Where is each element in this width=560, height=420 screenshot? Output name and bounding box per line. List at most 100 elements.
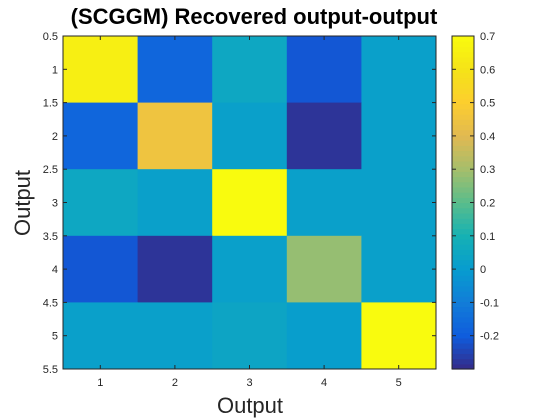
colorbar-tick-label: 0.6 [480, 64, 495, 76]
colorbar-segment [452, 119, 474, 126]
colorbar-segment [452, 348, 474, 354]
heatmap-cell-r3-c3 [212, 169, 288, 237]
colorbar-tick-label: -0.1 [480, 297, 499, 309]
heatmap-cell-r4-c1 [63, 235, 139, 303]
colorbar-segment [452, 114, 474, 120]
colorbar-tick-label: 0.3 [480, 164, 495, 176]
colorbar-segment [452, 290, 474, 297]
colorbar-segment [452, 186, 474, 193]
x-tick-label: 5 [396, 377, 402, 389]
colorbar-segment [452, 51, 474, 58]
colorbar-segment [452, 140, 474, 146]
colorbar-segment [452, 145, 474, 152]
colorbar-tick-label: 0.7 [480, 31, 495, 43]
heatmap-cell-r2-c5 [361, 102, 437, 170]
colorbar-segment [452, 363, 474, 370]
y-tick-label: 5 [52, 331, 58, 343]
colorbar-tick-label: 0.5 [480, 98, 495, 110]
y-tick-label: 4.5 [43, 297, 58, 309]
colorbar-segment [452, 296, 474, 302]
colorbar-segment [452, 233, 474, 240]
colorbar-segment [452, 82, 474, 89]
heatmap-cell-r3-c5 [361, 169, 437, 237]
heatmap-cell-r1-c5 [361, 36, 437, 104]
colorbar-segment [452, 155, 474, 162]
heatmap-cell-r5-c5 [361, 302, 437, 370]
heatmap-cell-r2-c3 [212, 102, 288, 170]
colorbar-segment [452, 176, 474, 183]
x-tick-label: 1 [97, 377, 103, 389]
heatmap-cell-r5-c4 [286, 302, 362, 370]
colorbar-segment [452, 223, 474, 230]
colorbar-segment [452, 41, 474, 47]
colorbar-segment [452, 134, 474, 141]
heatmap-cell-r2-c4 [286, 102, 362, 170]
colorbar-segment [452, 93, 474, 100]
y-tick-label: 2 [52, 131, 58, 143]
colorbar-segment [452, 218, 474, 224]
colorbar-segment [452, 108, 474, 115]
colorbar-segment [452, 67, 474, 74]
y-tick-label: 1 [52, 64, 58, 76]
colorbar-segment [452, 124, 474, 131]
heatmap-cell-r5-c1 [63, 302, 139, 370]
colorbar-tick-label: 0 [480, 264, 486, 276]
heatmap-cell-r2-c1 [63, 102, 139, 170]
heatmap-cell-r5-c2 [137, 302, 213, 370]
heatmap-cell-r1-c1 [63, 36, 139, 104]
colorbar-segment [452, 207, 474, 214]
colorbar-segment [452, 306, 474, 313]
colorbar-segment [452, 36, 474, 42]
colorbar-segment [452, 342, 474, 349]
colorbar-tick-label: 0.2 [480, 198, 495, 210]
colorbar-segment [452, 103, 474, 110]
colorbar-segment [452, 192, 474, 198]
colorbar-segment [452, 228, 474, 235]
y-tick-label: 5.5 [43, 364, 58, 376]
colorbar-segment [452, 358, 474, 365]
colorbar-segment [452, 301, 474, 308]
x-axis-ticks: 1 2 3 4 5 [97, 36, 402, 389]
colorbar-segment [452, 181, 474, 188]
y-tick-label: 3.5 [43, 231, 58, 243]
heatmap-cell-r2-c2 [137, 102, 213, 170]
colorbar-segment [452, 254, 474, 261]
colorbar-segment [452, 166, 474, 172]
chart-title: (SCGGM) Recovered output-output [71, 4, 438, 29]
heatmap-cell-r1-c4 [286, 36, 362, 104]
colorbar-segment [452, 238, 474, 245]
colorbar-segment [452, 249, 474, 256]
colorbar-segment [452, 337, 474, 344]
x-tick-label: 3 [246, 377, 252, 389]
colorbar-segment [452, 88, 474, 94]
colorbar-segment [452, 202, 474, 209]
colorbar-segment [452, 46, 474, 53]
heatmap-cell-r1-c3 [212, 36, 288, 104]
colorbar-segment [452, 244, 474, 250]
colorbar-segment [452, 98, 474, 105]
y-tick-label: 1.5 [43, 98, 58, 110]
colorbar-tick-label: -0.2 [480, 331, 499, 343]
y-tick-label: 3 [52, 198, 58, 210]
colorbar-segment [452, 56, 474, 63]
colorbar-segment [452, 322, 474, 328]
heatmap-cell-r4-c3 [212, 235, 288, 303]
colorbar-segment [452, 327, 474, 334]
colorbar-segment [452, 259, 474, 266]
y-axis-ticks: 0.5 1 1.5 2 2.5 3 3.5 4 4.5 5 5.5 [43, 31, 436, 376]
heatmap-cell-r4-c5 [361, 235, 437, 303]
colorbar-tick-label: 0.4 [480, 131, 495, 143]
colorbar-segment [452, 316, 474, 323]
colorbar-segment [452, 171, 474, 178]
heatmap-cell-r3-c2 [137, 169, 213, 237]
colorbar-segment [452, 270, 474, 276]
colorbar-segment [452, 280, 474, 287]
heatmap-cells [63, 36, 437, 370]
heatmap-cell-r3-c4 [286, 169, 362, 237]
heatmap-cell-r1-c2 [137, 36, 213, 104]
colorbar-segment [452, 264, 474, 271]
colorbar-segment [452, 197, 474, 204]
colorbar-segment [452, 62, 474, 68]
heatmap-cell-r3-c1 [63, 169, 139, 237]
